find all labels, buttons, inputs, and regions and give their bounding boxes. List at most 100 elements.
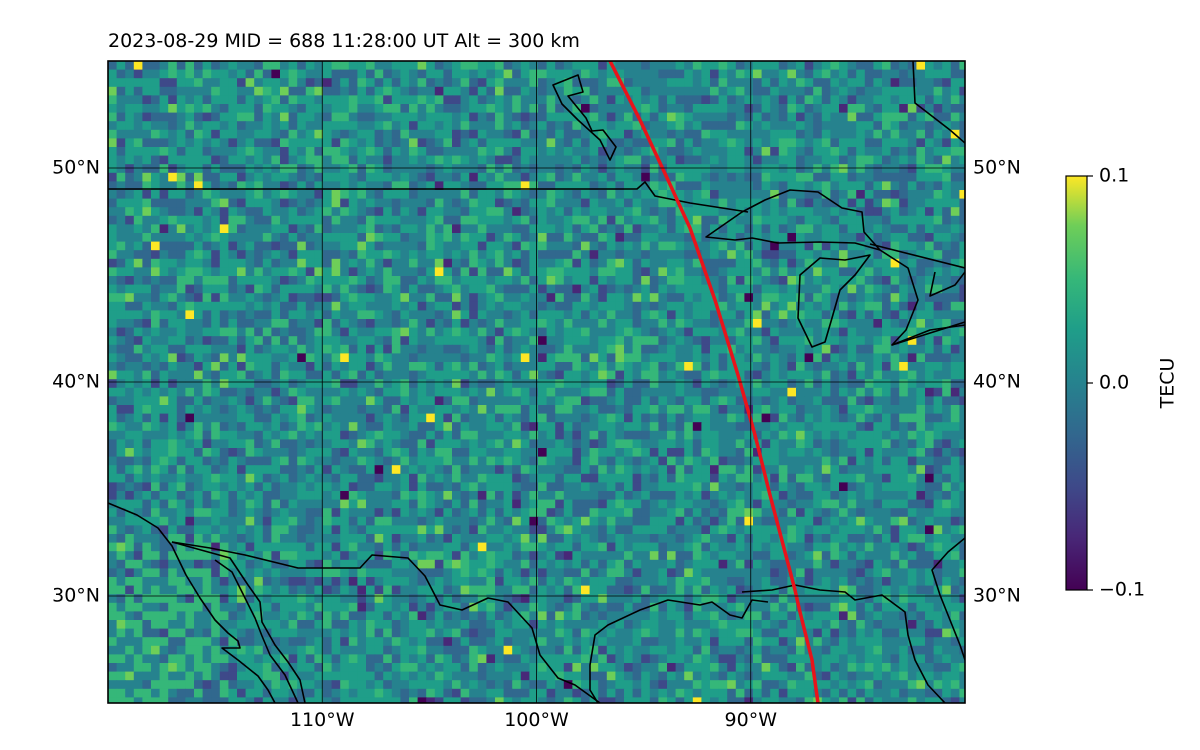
tec-pixel: [219, 448, 229, 458]
tec-pixel: [314, 284, 324, 294]
tec-pixel: [460, 379, 470, 389]
tec-pixel: [744, 104, 754, 114]
tec-pixel: [606, 482, 616, 492]
tec-pixel: [443, 319, 453, 329]
tec-pixel: [323, 284, 333, 294]
tec-pixel: [864, 181, 874, 191]
tec-pixel: [581, 215, 591, 225]
tec-pixel: [159, 276, 169, 286]
tec-pixel: [907, 69, 917, 79]
tec-pixel: [744, 439, 754, 449]
tec-pixel: [262, 413, 272, 423]
tec-pixel: [710, 224, 720, 234]
tec-pixel: [649, 250, 659, 260]
tec-pixel: [727, 430, 737, 440]
tec-pixel: [495, 387, 505, 397]
tec-pixel: [116, 95, 126, 105]
tec-pixel: [667, 284, 677, 294]
tec-pixel: [469, 336, 479, 346]
tec-pixel: [753, 215, 763, 225]
tec-pixel: [538, 422, 548, 432]
tec-pixel: [383, 207, 393, 217]
tec-pixel: [907, 387, 917, 397]
tec-pixel: [821, 181, 831, 191]
tec-pixel: [452, 362, 462, 372]
tec-pixel: [632, 387, 642, 397]
tec-pixel: [563, 301, 573, 311]
tec-pixel: [916, 198, 926, 208]
tec-pixel: [374, 78, 384, 88]
tec-pixel: [890, 310, 900, 320]
tec-pixel: [280, 258, 290, 268]
tec-pixel: [409, 258, 419, 268]
tec-pixel: [899, 276, 909, 286]
tec-pixel: [572, 344, 582, 354]
tec-pixel: [202, 448, 212, 458]
tec-pixel: [125, 69, 135, 79]
tec-pixel: [675, 344, 685, 354]
tec-pixel: [959, 190, 965, 200]
tec-pixel: [718, 129, 728, 139]
tec-pixel: [761, 413, 771, 423]
tec-pixel: [357, 387, 367, 397]
tec-pixel: [744, 190, 754, 200]
tec-pixel: [271, 344, 281, 354]
tec-pixel: [512, 129, 522, 139]
tec-pixel: [219, 215, 229, 225]
tec-pixel: [211, 284, 221, 294]
tec-pixel: [598, 387, 608, 397]
tec-pixel: [735, 207, 745, 217]
tec-pixel: [864, 95, 874, 105]
tec-pixel: [323, 379, 333, 389]
tec-pixel: [176, 121, 186, 131]
tec-pixel: [529, 413, 539, 423]
tec-pixel: [297, 78, 307, 88]
tec-pixel: [469, 172, 479, 182]
tec-pixel: [219, 69, 229, 79]
tec-pixel: [735, 198, 745, 208]
tec-pixel: [125, 439, 135, 449]
tec-pixel: [176, 61, 186, 71]
tec-pixel: [417, 370, 427, 380]
tec-pixel: [873, 353, 883, 363]
tec-pixel: [856, 387, 866, 397]
tec-pixel: [331, 121, 341, 131]
tec-pixel: [658, 224, 668, 234]
tec-pixel: [735, 224, 745, 234]
tec-pixel: [589, 336, 599, 346]
tec-pixel: [882, 396, 892, 406]
tec-pixel: [348, 155, 358, 165]
tec-pixel: [684, 370, 694, 380]
tec-pixel: [735, 61, 745, 71]
tec-pixel: [916, 430, 926, 440]
tec-pixel: [297, 129, 307, 139]
tec-pixel: [641, 250, 651, 260]
tec-pixel: [357, 198, 367, 208]
tec-pixel: [486, 387, 496, 397]
tec-pixel: [211, 353, 221, 363]
tec-pixel: [280, 465, 290, 475]
tec-pixel: [125, 155, 135, 165]
tec-pixel: [572, 465, 582, 475]
tec-pixel: [882, 293, 892, 303]
tec-pixel: [211, 69, 221, 79]
tec-pixel: [675, 172, 685, 182]
tec-pixel: [899, 473, 909, 483]
tec-pixel: [684, 362, 694, 372]
tec-pixel: [314, 112, 324, 122]
tec-pixel: [529, 482, 539, 492]
tec-pixel: [159, 379, 169, 389]
tec-pixel: [873, 155, 883, 165]
tec-pixel: [151, 396, 161, 406]
tec-pixel: [262, 301, 272, 311]
tec-pixel: [675, 129, 685, 139]
tec-pixel: [237, 336, 247, 346]
tec-pixel: [701, 439, 711, 449]
tec-pixel: [787, 121, 797, 131]
tec-pixel: [400, 293, 410, 303]
tec-pixel: [761, 258, 771, 268]
tec-pixel: [426, 224, 436, 234]
tec-pixel: [245, 448, 255, 458]
tec-pixel: [331, 69, 341, 79]
tec-pixel: [151, 405, 161, 415]
